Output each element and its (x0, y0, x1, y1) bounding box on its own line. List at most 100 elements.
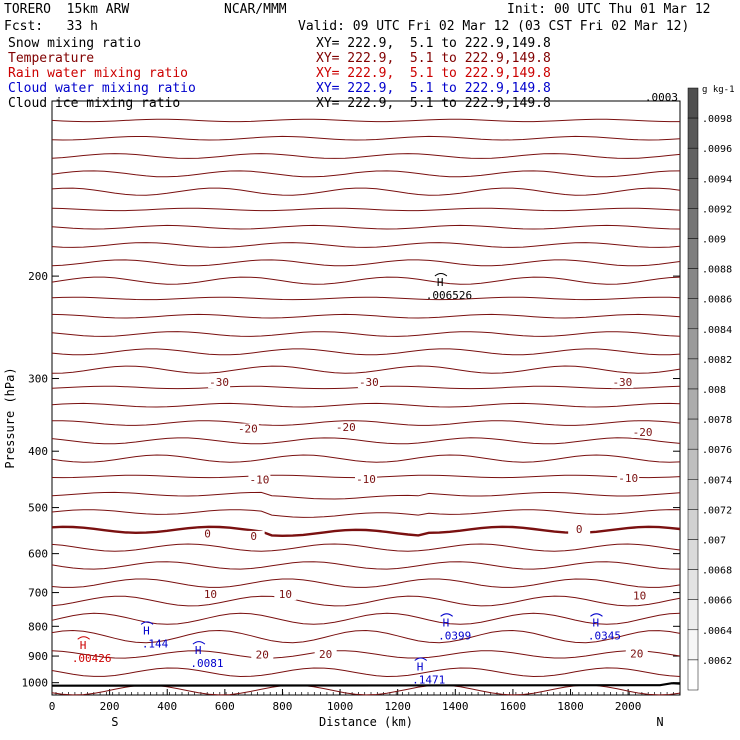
temperature-label-bg (251, 649, 274, 661)
init-time: Init: 00 UTC Thu 01 Mar 12 (507, 2, 711, 17)
maximum-value: .006526 (426, 289, 472, 302)
colorbar-segment (687, 418, 699, 450)
colorbar-segment (687, 87, 699, 119)
terrain-line (51, 682, 681, 687)
colorbar-label: .0074 (702, 475, 732, 486)
maximum-value: .0345 (588, 629, 621, 642)
y-tick-label: 500 (28, 502, 48, 515)
y-tick-label: 900 (28, 650, 48, 663)
maximum-value: .1471 (412, 674, 445, 687)
valid-time: Valid: 09 UTC Fri 02 Mar 12 (03 CST Fri … (298, 19, 690, 34)
colorbar-segment (687, 268, 699, 299)
isotherm-line (52, 420, 681, 426)
temperature-label-bg (196, 528, 219, 540)
temperature-label-bg (314, 648, 337, 660)
legend-label: Rain water mixing ratio (8, 66, 189, 81)
y-tick-label: 800 (28, 620, 48, 633)
temperature-label-bg (236, 423, 259, 435)
colorbar-segment (687, 629, 699, 661)
isotherm-line (51, 118, 680, 123)
temperature-label-bg (625, 648, 648, 660)
maximum-marker: H (417, 661, 424, 674)
x-tick-label: 1200 (384, 700, 411, 713)
colorbar-segment (687, 659, 699, 691)
maximum-bracket (440, 613, 453, 617)
colorbar-segment (687, 298, 699, 330)
legend-coordinates: XY= 222.9, 5.1 to 222.9,149.8 (316, 66, 551, 81)
temperature-label-bg (631, 426, 654, 438)
maximum-marker: H (437, 276, 444, 289)
colorbar-label: .0084 (702, 325, 732, 336)
isotherm-line (51, 170, 681, 178)
isotherm-line (51, 153, 681, 159)
isotherm-line (51, 313, 681, 319)
colorbar-label: .0086 (702, 295, 732, 306)
maximum-bracket (77, 636, 91, 640)
maximum-bracket (414, 657, 428, 661)
legend-coordinates: XY= 222.9, 5.1 to 222.9,149.8 (316, 36, 551, 51)
temperature-label: 10 (279, 588, 292, 601)
y-tick-label: 600 (28, 548, 48, 561)
colorbar-unit: g kg-1 (702, 85, 735, 95)
temperature-label: 0 (250, 530, 257, 543)
colorbar-label: .009 (702, 235, 726, 246)
colorbar-label: .0064 (702, 626, 732, 637)
colorbar-segment (687, 178, 699, 209)
temperature-label: -20 (336, 421, 356, 434)
colorbar-label: .0098 (702, 114, 732, 125)
colorbar-segment (687, 599, 699, 631)
isotherm-line (51, 612, 681, 625)
isotherm-line (51, 437, 681, 445)
colorbar-label: .0066 (702, 596, 732, 607)
x-tick-label: 0 (49, 700, 56, 713)
isotherm-line (51, 561, 681, 570)
x-tick-label: 200 (100, 700, 120, 713)
temperature-label: -30 (612, 376, 632, 389)
colorbar-segment (687, 117, 699, 149)
x-tick-label: 600 (215, 700, 235, 713)
maximum-marker: H (195, 644, 202, 657)
isotherm-line (51, 365, 681, 374)
maximum-marker: H (80, 639, 87, 652)
colorbar-label: .0096 (702, 144, 732, 155)
isotherm-line (51, 187, 681, 196)
maximum-marker: H (143, 624, 150, 637)
isotherm-line (51, 207, 681, 212)
maximum-value: .144 (142, 637, 169, 650)
isotherm-line (51, 276, 681, 285)
isotherm-line (51, 296, 681, 301)
y-tick-label: 400 (28, 445, 48, 458)
colorbar-label: .0088 (702, 265, 732, 276)
isotherm-line (51, 331, 681, 337)
temperature-label-bg (248, 474, 271, 486)
temperature-label-bg (568, 524, 591, 536)
colorbar-label: .0068 (702, 566, 732, 577)
colorbar-segment (687, 238, 699, 269)
temperature-label-bg (617, 472, 640, 484)
isotherm-line (51, 135, 681, 141)
center-title: NCAR/MMM (224, 2, 287, 17)
legend-coordinates: XY= 222.9, 5.1 to 222.9,149.8 (316, 96, 551, 111)
isotherm-line (51, 543, 681, 552)
temperature-label-bg (334, 422, 357, 434)
forecast-hour: Fcst: 33 h (4, 19, 98, 34)
temperature-label: -20 (633, 426, 653, 439)
temperature-label: 20 (630, 647, 643, 660)
maximum-marker: H (592, 616, 599, 629)
x-tick-label: 2000 (615, 700, 642, 713)
isotherm-line (51, 454, 681, 463)
corner-value: .0003 (645, 91, 678, 104)
temperature-label: 0 (576, 523, 583, 536)
isotherm-line (51, 259, 681, 267)
temperature-label: -30 (359, 376, 379, 389)
maximum-bracket (140, 621, 154, 625)
colorbar-label: .0076 (702, 445, 732, 456)
colorbar-segment (687, 539, 699, 570)
colorbar-label: .008 (702, 385, 726, 396)
isotherm-line (51, 509, 681, 518)
temperature-label-bg (274, 589, 297, 601)
y-tick-label: 1000 (22, 677, 49, 690)
legend-label: Temperature (8, 51, 95, 66)
isotherm-line (51, 629, 681, 644)
